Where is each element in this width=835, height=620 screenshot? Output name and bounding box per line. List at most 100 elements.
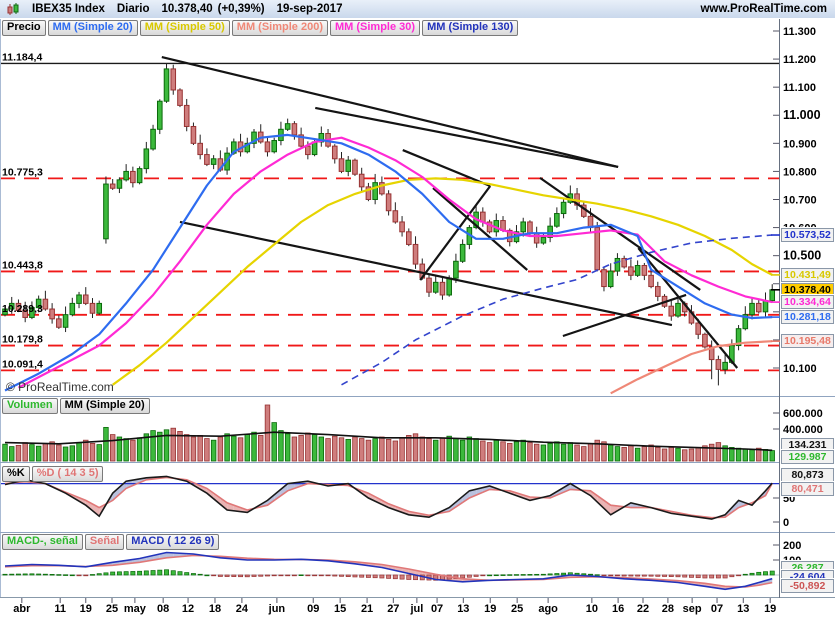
button-mm-simple-20[interactable]: MM (Simple 20) [59, 398, 150, 414]
svg-text:28: 28 [662, 603, 674, 615]
svg-text:10.900: 10.900 [783, 138, 817, 150]
axis-badge-80-873: 80,873 [781, 468, 834, 482]
svg-text:25: 25 [511, 603, 523, 615]
svg-text:11.000: 11.000 [783, 108, 821, 122]
svg-text:18: 18 [209, 603, 221, 615]
trend-line [315, 106, 619, 169]
svg-text:jun: jun [268, 603, 286, 615]
trend-line [161, 56, 619, 168]
volume-legend-row: Volumen MM (Simple 20) [2, 398, 150, 414]
trend-line [179, 220, 673, 327]
volume-pane [2, 404, 775, 462]
axis-badge-10-281-18: 10.281,18 [781, 310, 834, 325]
svg-text:11.100: 11.100 [783, 82, 816, 94]
button-d-14-3-5[interactable]: %D ( 14 3 5) [31, 466, 104, 482]
title-bar: IBEX35 Index Diario 10.378,40 (+0,39%) 1… [0, 0, 835, 19]
svg-text:07: 07 [431, 603, 443, 615]
button-mm-simple-30[interactable]: MM (Simple 30) [329, 20, 421, 36]
button-mm-simple-20[interactable]: MM (Simple 20) [47, 20, 138, 36]
symbol-name: IBEX35 Index [32, 3, 105, 15]
ma-line-mm-simple-130 [341, 234, 773, 386]
macd-pane [0, 551, 779, 591]
svg-text:15: 15 [334, 603, 346, 615]
svg-text:11.200: 11.200 [783, 54, 816, 66]
svg-text:10: 10 [586, 603, 598, 615]
button-precio[interactable]: Precio [2, 20, 46, 36]
svg-text:10.179,8: 10.179,8 [2, 334, 43, 346]
button-macd-se-al[interactable]: MACD-, señal [2, 534, 83, 550]
axis-badge-10-573-52: 10.573,52 [781, 228, 834, 243]
svg-text:19: 19 [764, 603, 776, 615]
svg-text:ago: ago [538, 603, 558, 615]
svg-text:10.775,3: 10.775,3 [2, 166, 43, 178]
axis-badge-10-195-48: 10.195,48 [781, 334, 834, 349]
volume-ma-line [4, 431, 773, 452]
timeframe-label: Diario [116, 3, 150, 15]
svg-text:11.184,4: 11.184,4 [2, 51, 42, 63]
svg-text:10.091,4: 10.091,4 [2, 358, 43, 370]
trend-line [637, 247, 739, 369]
svg-text:11: 11 [54, 603, 66, 615]
svg-text:19: 19 [80, 603, 92, 615]
macd-signal-line [4, 554, 773, 588]
svg-text:200: 200 [783, 540, 801, 552]
button-macd-12-26-9[interactable]: MACD ( 12 26 9) [126, 534, 220, 550]
svg-text:11.300: 11.300 [783, 26, 816, 38]
svg-text:© ProRealTime.com: © ProRealTime.com [6, 380, 114, 394]
svg-text:27: 27 [387, 603, 399, 615]
site-url: www.ProRealTime.com [700, 3, 827, 15]
svg-text:07: 07 [711, 603, 723, 615]
svg-text:400.000: 400.000 [783, 424, 823, 436]
ma-line-mm-simple-50 [112, 177, 773, 386]
ma-line-mm-simple-200 [610, 340, 773, 395]
ma-line-mm-simple-20 [4, 133, 773, 392]
svg-text:19: 19 [484, 603, 496, 615]
svg-text:21: 21 [361, 603, 373, 615]
axis-badge-129-987: 129.987 [781, 450, 834, 464]
svg-text:10.443,8: 10.443,8 [2, 259, 43, 271]
svg-text:10.800: 10.800 [783, 166, 817, 178]
stochastic-legend-row: %K %D ( 14 3 5) [2, 466, 104, 482]
svg-text:10.289,3: 10.289,3 [2, 303, 43, 315]
svg-text:jul: jul [409, 603, 423, 615]
trend-line [402, 149, 491, 188]
svg-text:25: 25 [106, 603, 118, 615]
price-change: (+0,39%) [217, 3, 265, 15]
svg-text:08: 08 [157, 603, 169, 615]
price-legend-row: Precio MM (Simple 20) MM (Simple 50) MM (Si… [2, 20, 519, 36]
trend-line [562, 293, 687, 338]
svg-text:10.100: 10.100 [783, 363, 817, 375]
last-price: 10.378,40 [161, 3, 213, 15]
button-se-al[interactable]: Señal [84, 534, 125, 550]
svg-text:16: 16 [612, 603, 624, 615]
svg-text:abr: abr [13, 603, 31, 615]
svg-text:600.000: 600.000 [783, 408, 823, 420]
button-k[interactable]: %K [2, 466, 30, 482]
axis-badge-50-892: -50,892 [781, 579, 834, 593]
candlestick-logo-icon [6, 2, 20, 16]
svg-text:22: 22 [637, 603, 649, 615]
price-pane: 11.184,4 10.775,3 10.443,8 10.289,3 10.179,8… [0, 51, 779, 395]
button-mm-simple-130[interactable]: MM (Simple 130) [422, 20, 519, 36]
svg-text:10.500: 10.500 [783, 249, 821, 263]
stochastic-pane [0, 475, 779, 520]
axis-badge-10-431-49: 10.431,49 [781, 267, 834, 282]
stoch-d-line [4, 476, 773, 519]
button-volumen[interactable]: Volumen [2, 398, 58, 414]
svg-text:13: 13 [457, 603, 469, 615]
svg-text:0: 0 [783, 517, 789, 529]
button-mm-simple-200[interactable]: MM (Simple 200) [231, 20, 328, 36]
svg-text:10.700: 10.700 [783, 194, 817, 206]
trend-line [432, 187, 528, 271]
trend-line [539, 176, 701, 291]
ma-line-mm-simple-30 [17, 136, 773, 389]
svg-text:may: may [124, 603, 147, 615]
svg-text:24: 24 [236, 603, 249, 615]
svg-text:09: 09 [307, 603, 319, 615]
button-mm-simple-50[interactable]: MM (Simple 50) [139, 20, 230, 36]
trend-line [419, 185, 492, 281]
axis-badge-80-471: 80,471 [781, 482, 834, 496]
svg-text:13: 13 [737, 603, 749, 615]
